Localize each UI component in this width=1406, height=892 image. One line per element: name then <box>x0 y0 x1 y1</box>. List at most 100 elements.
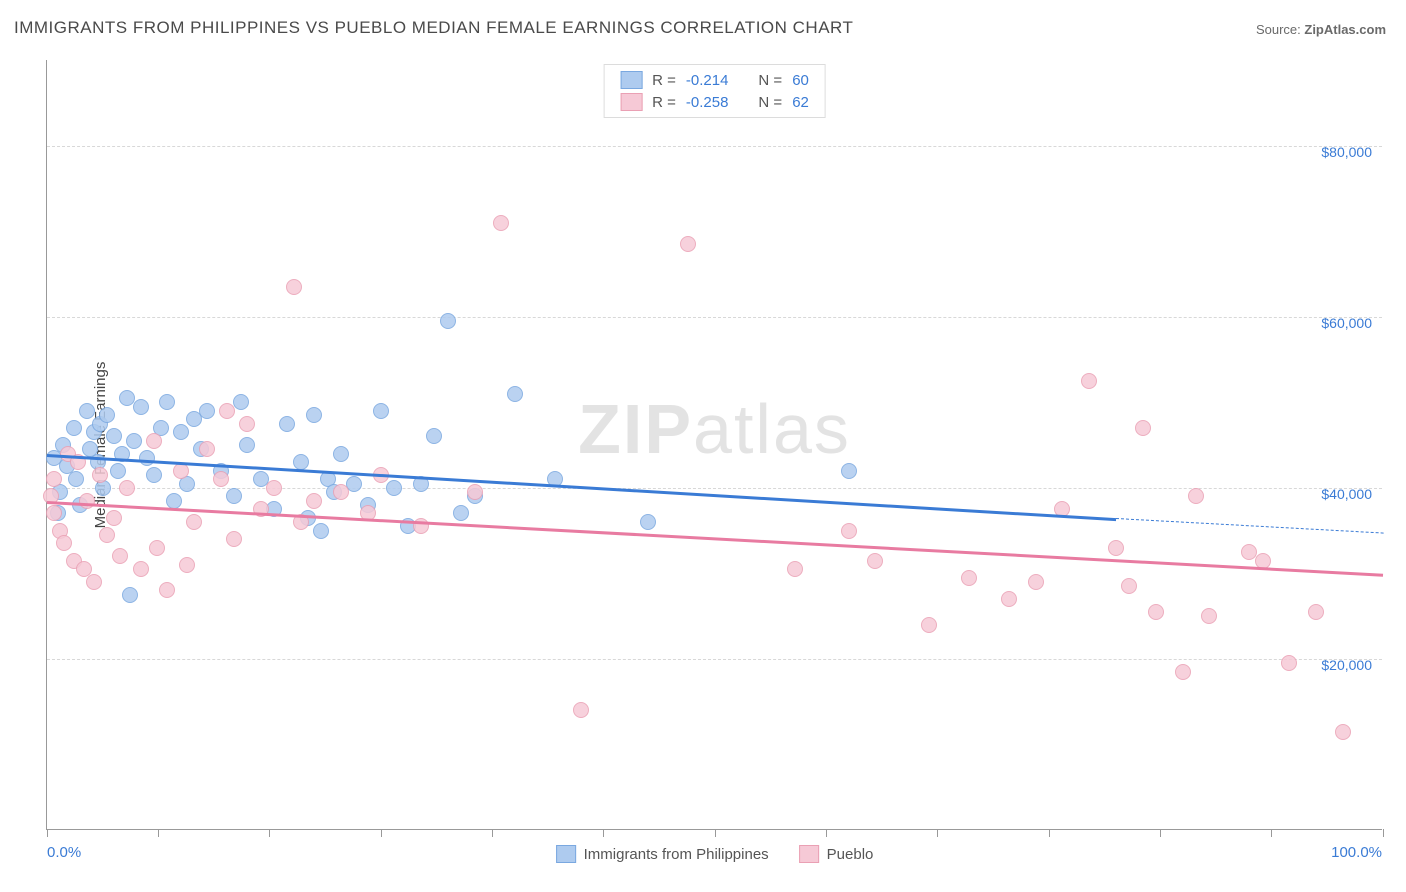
scatter-point-series-1 <box>467 484 483 500</box>
scatter-point-series-0 <box>313 523 329 539</box>
trendline-extrapolated <box>1116 518 1383 534</box>
scatter-point-series-1 <box>112 548 128 564</box>
gridline-h <box>47 317 1382 318</box>
legend-label-0: Immigrants from Philippines <box>584 846 769 863</box>
legend-swatch-1 <box>620 93 642 111</box>
chart-plot-area: ZIPatlas Median Female Earnings $20,000$… <box>46 60 1382 830</box>
scatter-point-series-1 <box>219 403 235 419</box>
scatter-point-series-1 <box>106 510 122 526</box>
scatter-point-series-0 <box>386 480 402 496</box>
scatter-point-series-0 <box>640 514 656 530</box>
scatter-point-series-0 <box>199 403 215 419</box>
gridline-h <box>47 659 1382 660</box>
gridline-h <box>47 146 1382 147</box>
x-tick <box>269 829 270 837</box>
scatter-point-series-0 <box>99 407 115 423</box>
scatter-point-series-0 <box>507 386 523 402</box>
x-tick <box>603 829 604 837</box>
n-value-1: 62 <box>792 94 809 111</box>
gridline-h <box>47 488 1382 489</box>
legend-swatch-icon <box>799 845 819 863</box>
source-label: Source: <box>1256 22 1301 37</box>
scatter-point-series-1 <box>79 493 95 509</box>
scatter-point-series-1 <box>149 540 165 556</box>
watermark: ZIPatlas <box>578 389 851 469</box>
scatter-point-series-1 <box>199 441 215 457</box>
scatter-point-series-1 <box>1001 591 1017 607</box>
scatter-point-series-0 <box>306 407 322 423</box>
chart-title: IMMIGRANTS FROM PHILIPPINES VS PUEBLO ME… <box>14 18 853 38</box>
source-name: ZipAtlas.com <box>1304 22 1386 37</box>
scatter-point-series-1 <box>867 553 883 569</box>
x-tick <box>381 829 382 837</box>
x-tick <box>1271 829 1272 837</box>
legend-stats: R = -0.214 N = 60 R = -0.258 N = 62 <box>603 64 826 118</box>
scatter-point-series-0 <box>279 416 295 432</box>
scatter-point-series-1 <box>133 561 149 577</box>
scatter-point-series-0 <box>841 463 857 479</box>
scatter-point-series-0 <box>166 493 182 509</box>
watermark-bold: ZIP <box>578 390 693 468</box>
scatter-point-series-1 <box>146 433 162 449</box>
scatter-point-series-0 <box>453 505 469 521</box>
scatter-point-series-0 <box>226 488 242 504</box>
scatter-point-series-1 <box>493 215 509 231</box>
x-tick <box>492 829 493 837</box>
r-label: R = <box>652 72 676 89</box>
trendline <box>47 501 1383 576</box>
legend-swatch-0 <box>620 71 642 89</box>
scatter-point-series-0 <box>66 420 82 436</box>
scatter-point-series-0 <box>79 403 95 419</box>
scatter-point-series-1 <box>961 570 977 586</box>
y-tick-label: $80,000 <box>1321 144 1372 160</box>
r-value-0: -0.214 <box>686 72 729 89</box>
source-attribution: Source: ZipAtlas.com <box>1256 22 1386 37</box>
scatter-point-series-1 <box>1201 608 1217 624</box>
r-label: R = <box>652 94 676 111</box>
x-tick <box>937 829 938 837</box>
scatter-point-series-0 <box>146 467 162 483</box>
scatter-point-series-1 <box>92 467 108 483</box>
scatter-point-series-0 <box>139 450 155 466</box>
scatter-point-series-1 <box>787 561 803 577</box>
n-label: N = <box>758 94 782 111</box>
scatter-point-series-1 <box>226 531 242 547</box>
x-tick <box>158 829 159 837</box>
scatter-point-series-1 <box>1121 578 1137 594</box>
legend-item-0: Immigrants from Philippines <box>556 845 769 863</box>
scatter-point-series-0 <box>122 587 138 603</box>
scatter-point-series-1 <box>1175 664 1191 680</box>
scatter-point-series-1 <box>333 484 349 500</box>
scatter-point-series-1 <box>1308 604 1324 620</box>
scatter-point-series-0 <box>239 437 255 453</box>
scatter-point-series-1 <box>1135 420 1151 436</box>
scatter-point-series-1 <box>1028 574 1044 590</box>
scatter-point-series-0 <box>159 394 175 410</box>
r-value-1: -0.258 <box>686 94 729 111</box>
scatter-point-series-0 <box>133 399 149 415</box>
y-tick-label: $20,000 <box>1321 657 1372 673</box>
scatter-point-series-1 <box>1081 373 1097 389</box>
y-tick-label: $60,000 <box>1321 315 1372 331</box>
scatter-point-series-0 <box>110 463 126 479</box>
scatter-point-series-1 <box>680 236 696 252</box>
scatter-point-series-0 <box>126 433 142 449</box>
scatter-point-series-1 <box>1335 724 1351 740</box>
scatter-point-series-1 <box>173 463 189 479</box>
scatter-point-series-1 <box>239 416 255 432</box>
legend-stats-row-1: R = -0.258 N = 62 <box>604 91 825 113</box>
x-axis-max-label: 100.0% <box>1331 844 1382 861</box>
scatter-point-series-0 <box>293 454 309 470</box>
scatter-point-series-1 <box>186 514 202 530</box>
scatter-point-series-1 <box>1108 540 1124 556</box>
x-tick <box>1383 829 1384 837</box>
scatter-point-series-0 <box>426 428 442 444</box>
x-axis-min-label: 0.0% <box>47 844 81 861</box>
scatter-point-series-1 <box>86 574 102 590</box>
scatter-point-series-1 <box>1281 655 1297 671</box>
legend-swatch-icon <box>556 845 576 863</box>
scatter-point-series-1 <box>46 505 62 521</box>
x-tick <box>715 829 716 837</box>
x-tick <box>47 829 48 837</box>
scatter-point-series-0 <box>333 446 349 462</box>
